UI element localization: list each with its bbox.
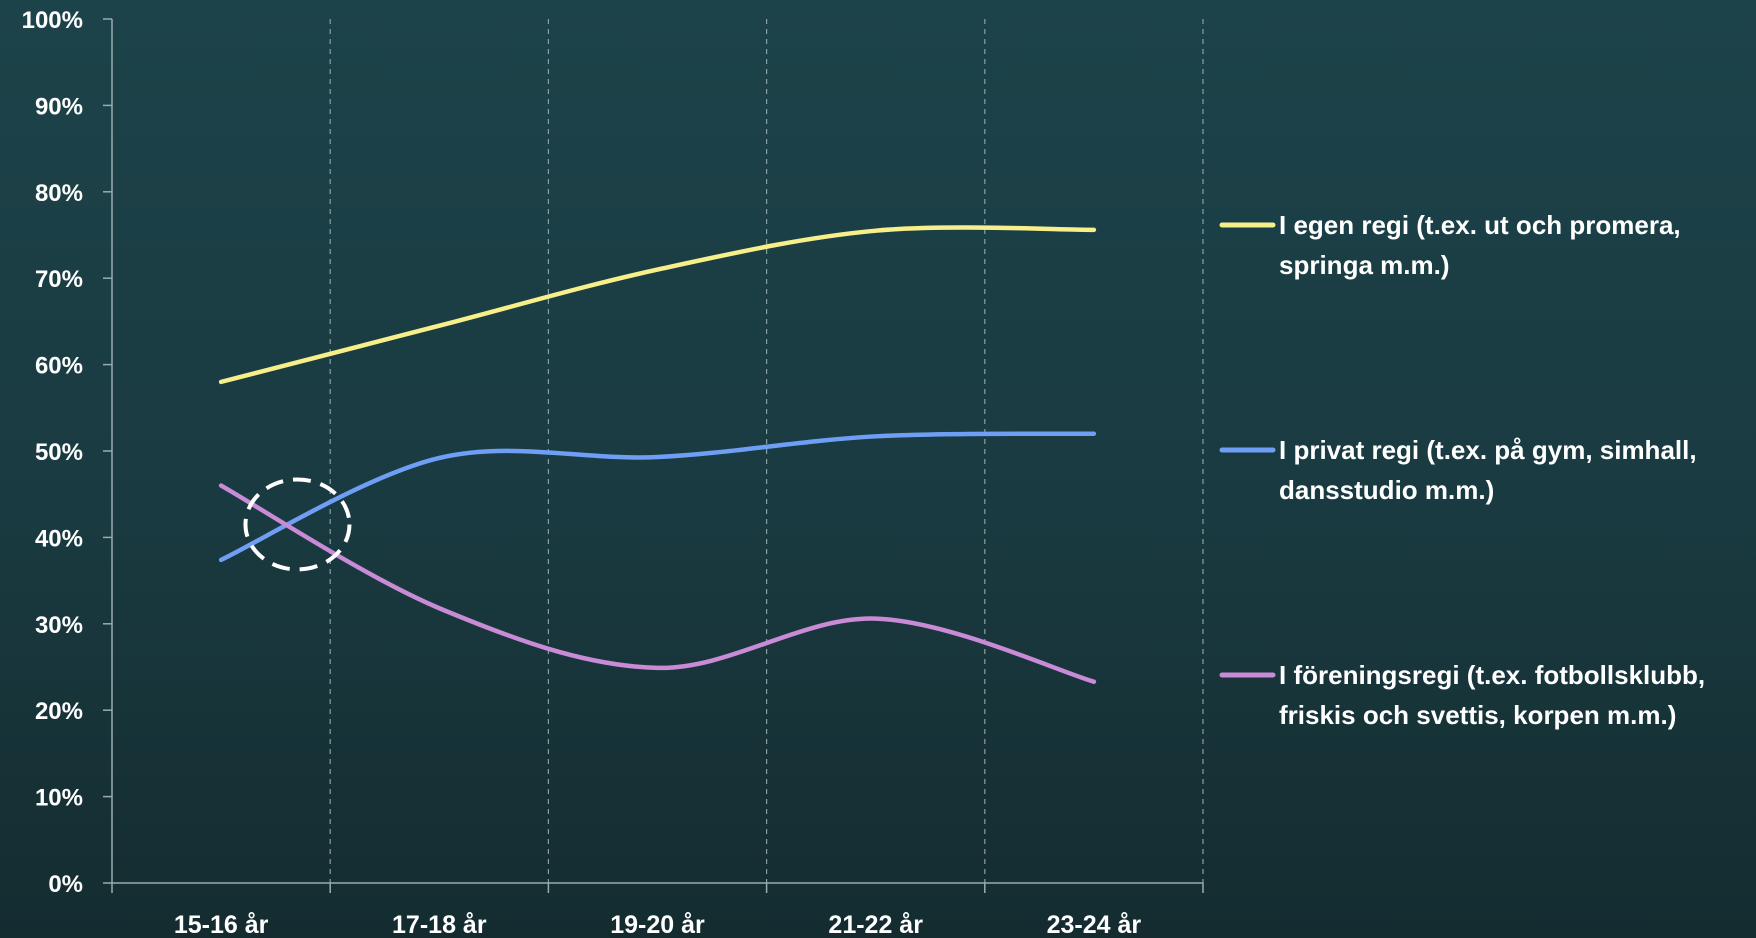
- y-tick-label: 20%: [35, 698, 83, 725]
- y-tick-label: 90%: [35, 93, 83, 120]
- x-tick-label: 21-22 år: [828, 911, 923, 938]
- series-layer: [218, 225, 1097, 684]
- y-tick-label: 30%: [35, 612, 83, 639]
- x-tick-label: 19-20 år: [610, 911, 705, 938]
- legend-label-1: springa m.m.): [1279, 250, 1449, 280]
- crossing-annotation-circle: [243, 477, 352, 572]
- legend-label-1: I egen regi (t.ex. ut och promera,: [1279, 210, 1681, 240]
- grid-layer: [329, 19, 1204, 883]
- legend: I egen regi (t.ex. ut och promera, spring…: [1219, 210, 1705, 730]
- y-tick-label: 0%: [48, 871, 83, 898]
- x-tick-label: 17-18 år: [392, 911, 487, 938]
- legend-label-3: friskis och svettis, korpen m.m.): [1279, 700, 1676, 730]
- series-line-2: [218, 431, 1097, 563]
- series-line-1: [218, 225, 1097, 385]
- y-tick-label: 100%: [22, 7, 83, 34]
- legend-label-3: I föreningsregi (t.ex. fotbollsklubb,: [1279, 660, 1705, 690]
- y-tick-label: 80%: [35, 180, 83, 207]
- y-tick-label: 60%: [35, 353, 83, 380]
- y-tick-label: 50%: [35, 439, 83, 466]
- y-tick-label: 10%: [35, 785, 83, 812]
- y-tick-label: 40%: [35, 525, 83, 552]
- x-tick-label: 23-24 år: [1047, 911, 1142, 938]
- legend-label-2: dansstudio m.m.): [1279, 475, 1494, 505]
- y-tick-label: 70%: [35, 266, 83, 293]
- x-tick-label: 15-16 år: [174, 911, 269, 938]
- axis-layer: 0% 10% 20% 30% 40% 50% 60% 70% 80% 90% 100% 15-16 å…: [22, 7, 1204, 938]
- series-line-3: [218, 483, 1097, 684]
- legend-label-2: I privat regi (t.ex. på gym, simhall,: [1279, 435, 1697, 465]
- annotation-layer: [243, 477, 352, 572]
